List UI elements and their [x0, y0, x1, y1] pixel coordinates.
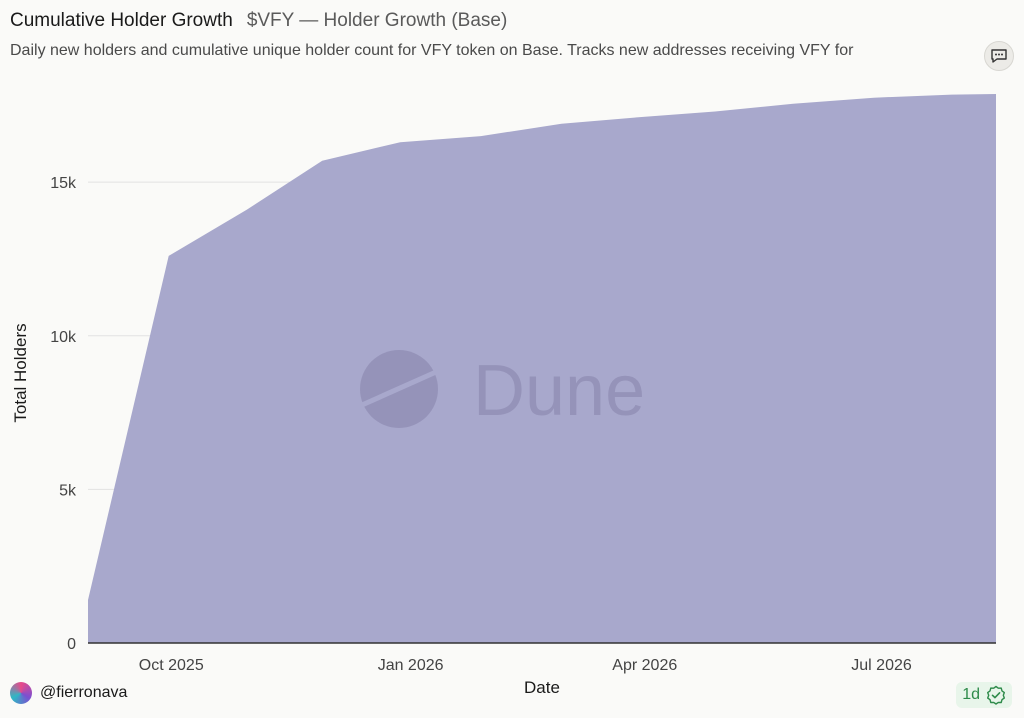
y-tick-label: 0: [67, 636, 76, 653]
x-axis-label: Date: [524, 678, 560, 697]
y-axis-label: Total Holders: [11, 323, 30, 422]
x-tick-label: Apr 2026: [612, 657, 677, 674]
y-tick-label: 5k: [59, 482, 77, 499]
x-tick-label: Jul 2026: [851, 657, 912, 674]
comment-button[interactable]: [984, 41, 1014, 71]
refresh-badge[interactable]: 1d: [956, 682, 1012, 708]
area-fill: [88, 94, 996, 643]
dune-logo-icon: [360, 350, 438, 428]
axes: 0 5k 10k 15k Oct 2025 Jan 2026 Apr 2026 Jul 202…: [11, 175, 996, 697]
avatar: [10, 682, 32, 704]
y-tick-label: 15k: [50, 175, 77, 192]
check-badge-icon: [987, 685, 1005, 705]
dune-watermark: Dune: [360, 350, 645, 431]
watermark-text: Dune: [473, 351, 645, 431]
chart-subtitle: $VFY — Holder Growth (Base): [246, 10, 508, 31]
comment-icon: [991, 49, 1007, 63]
x-tick-label: Oct 2025: [139, 657, 204, 674]
refresh-interval: 1d: [962, 686, 980, 703]
chart-header: Cumulative Holder Growth $VFY — Holder G…: [10, 10, 1014, 71]
chart-title: Cumulative Holder Growth: [10, 10, 233, 31]
username: @fierronava: [40, 684, 128, 701]
y-tick-label: 10k: [50, 329, 77, 346]
chart-description: Daily new holders and cumulative unique …: [10, 42, 854, 59]
area-series: [88, 94, 996, 643]
author[interactable]: @fierronava: [10, 682, 127, 704]
x-tick-label: Jan 2026: [378, 657, 444, 674]
